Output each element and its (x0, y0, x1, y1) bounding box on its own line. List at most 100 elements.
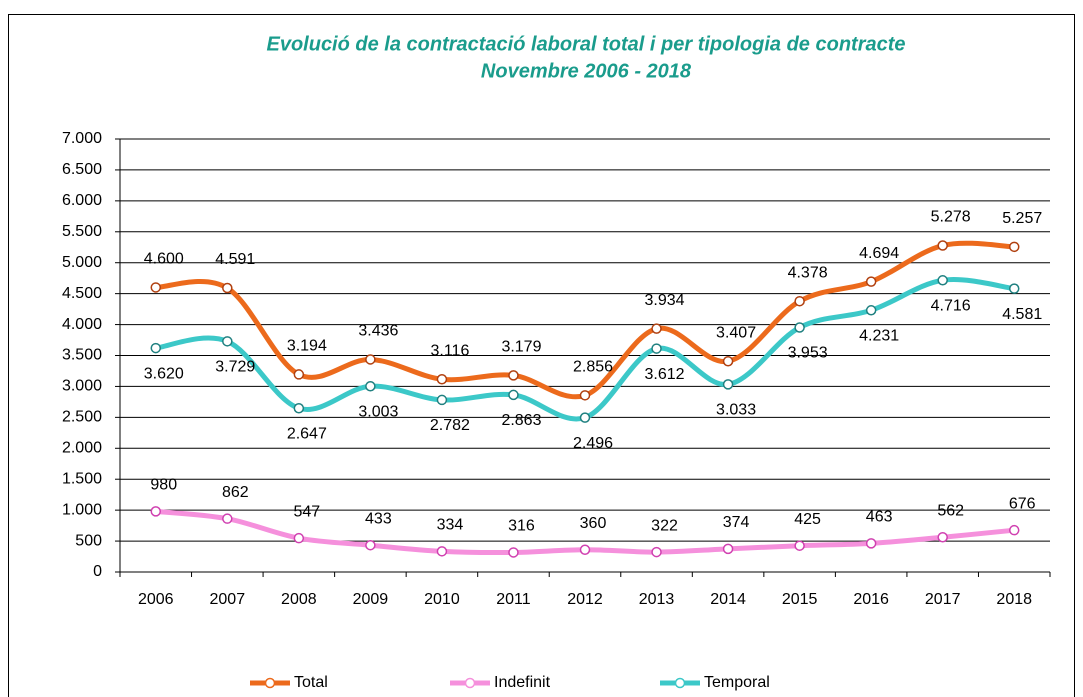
chart-subtitle: Novembre 2006 - 2018 (481, 60, 692, 82)
y-tick-label: 1.000 (62, 501, 102, 518)
point (579, 412, 591, 423)
point (293, 403, 305, 414)
y-tick-label: 1.500 (62, 470, 102, 487)
data-label: 3.116 (430, 342, 469, 359)
y-tick-label: 2.000 (62, 440, 102, 457)
data-label: 3.934 (645, 292, 685, 309)
legend-marker (264, 677, 276, 689)
point (222, 282, 233, 294)
y-tick-label: 5.000 (62, 254, 102, 271)
data-label: 2.863 (501, 412, 541, 429)
y-tick-label: 6.000 (62, 192, 102, 209)
point (1008, 524, 1020, 536)
data-label: 980 (150, 477, 177, 494)
data-label: 4.694 (859, 245, 899, 262)
x-tick-label: 2007 (210, 591, 246, 608)
y-tick-label: 3.000 (62, 378, 102, 395)
data-label: 5.278 (931, 209, 971, 226)
y-tick-label: 7.000 (62, 130, 102, 147)
data-label: 562 (937, 502, 964, 519)
data-label: 463 (866, 509, 893, 526)
data-label: 3.436 (358, 323, 398, 340)
point (150, 506, 162, 517)
x-tick-label: 2016 (853, 591, 889, 608)
point (865, 305, 877, 316)
data-label: 2.496 (573, 435, 613, 452)
point (722, 379, 734, 390)
point (579, 390, 591, 401)
data-label: 334 (437, 517, 464, 534)
x-tick-label: 2012 (567, 591, 603, 608)
point (508, 389, 519, 401)
data-label: 425 (794, 511, 821, 528)
point (651, 343, 662, 354)
point (436, 374, 448, 385)
y-tick-label: 500 (75, 532, 102, 549)
data-label: 4.591 (215, 251, 255, 268)
x-tick-label: 2006 (138, 591, 174, 608)
x-tick-label: 2009 (353, 591, 389, 608)
point (579, 544, 591, 555)
data-label: 3.953 (788, 345, 828, 362)
x-tick-label: 2010 (424, 591, 460, 608)
point (293, 369, 305, 380)
data-label: 374 (723, 514, 750, 531)
point (436, 394, 448, 406)
y-tick-label: 4.000 (62, 316, 102, 333)
data-label: 862 (222, 484, 249, 501)
point (1008, 283, 1020, 294)
data-label: 2.782 (430, 417, 470, 434)
x-tick-label: 2011 (496, 591, 531, 608)
y-tick-label: 3.500 (62, 347, 102, 364)
data-label: 3.033 (716, 402, 756, 419)
point (222, 336, 233, 347)
data-label: 3.729 (215, 359, 255, 376)
data-label: 4.600 (144, 251, 184, 268)
legend-marker (464, 677, 476, 689)
data-label: 3.003 (358, 403, 398, 420)
point (508, 370, 519, 381)
data-label: 4.378 (788, 264, 828, 281)
point (651, 546, 662, 558)
data-label: 3.194 (287, 338, 327, 355)
x-tick-label: 2014 (710, 591, 746, 608)
point (722, 356, 734, 367)
data-label: 433 (365, 510, 392, 527)
point (794, 295, 805, 307)
data-label: 3.179 (501, 339, 541, 356)
point (508, 547, 519, 558)
x-tick-label: 2017 (925, 591, 961, 608)
chart-title: Evolució de la contractació laboral tota… (266, 33, 905, 55)
data-label: 3.620 (144, 365, 184, 382)
point (150, 282, 162, 293)
data-label: 2.647 (287, 425, 327, 442)
data-label: 4.581 (1002, 306, 1042, 323)
data-label: 360 (580, 515, 607, 532)
data-label: 4.716 (931, 298, 971, 315)
data-label: 547 (293, 503, 320, 520)
data-label: 2.856 (573, 359, 613, 376)
point (937, 275, 948, 286)
point (365, 539, 376, 551)
point (365, 354, 376, 365)
x-tick-label: 2015 (782, 591, 818, 608)
point (865, 538, 877, 549)
point (222, 513, 233, 524)
y-tick-label: 2.500 (62, 409, 102, 426)
point (293, 532, 305, 544)
data-label: 3.612 (645, 366, 685, 383)
point (722, 543, 734, 555)
y-tick-label: 5.500 (62, 223, 102, 240)
legend-label: Temporal (704, 674, 770, 691)
data-label: 676 (1009, 495, 1036, 512)
data-label: 5.257 (1002, 210, 1042, 227)
data-label: 322 (651, 517, 678, 534)
x-tick-label: 2018 (996, 591, 1032, 608)
legend-marker (674, 677, 686, 689)
y-tick-label: 0 (93, 563, 102, 580)
point (937, 240, 948, 251)
point (436, 546, 448, 557)
x-tick-label: 2013 (639, 591, 675, 608)
point (150, 342, 162, 354)
